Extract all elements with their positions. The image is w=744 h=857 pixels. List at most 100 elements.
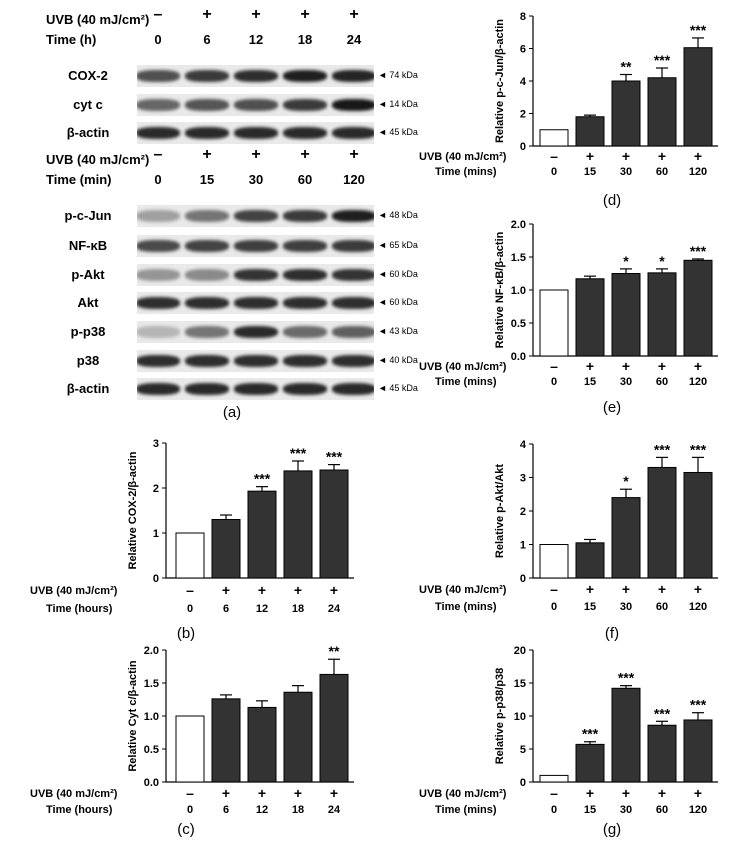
x-category-label: 120	[689, 166, 707, 178]
uvb-sign: +	[258, 582, 266, 598]
x-category-label: 0	[187, 603, 193, 615]
blot-protein-label: p38	[76, 353, 100, 368]
bar	[683, 719, 713, 783]
blot-strip	[137, 321, 374, 343]
blot-band	[234, 70, 278, 82]
x-category-label: 120	[689, 804, 707, 816]
blot-kda-label: ◄ 65 kDa	[378, 240, 418, 250]
significance-label: ***	[254, 471, 271, 487]
bar	[647, 272, 677, 357]
uvb-sign: +	[658, 358, 666, 374]
y-tick-label: 3	[520, 473, 526, 485]
bar	[539, 774, 569, 783]
blot-band	[283, 355, 327, 367]
time-value: 6	[203, 32, 211, 47]
blot-strip	[137, 350, 374, 372]
uvb-sign: +	[300, 146, 310, 163]
uvb-sign: +	[694, 148, 702, 164]
time-value: 24	[346, 32, 362, 47]
x-category-label: 120	[689, 376, 707, 388]
blot-band	[185, 383, 229, 395]
blot-strip	[137, 205, 374, 227]
bar	[611, 497, 641, 579]
time-value: 15	[199, 172, 215, 187]
blot-band	[283, 326, 327, 338]
blot-band	[185, 99, 229, 111]
significance-label: **	[621, 59, 632, 75]
blot-band	[185, 326, 229, 338]
y-axis-label: Relative Cyt c/β-actin	[127, 660, 139, 772]
bar	[647, 77, 677, 147]
x-category-label: 30	[620, 166, 632, 178]
y-tick-label: 1.5	[144, 678, 159, 690]
blot-band	[332, 70, 374, 82]
uvb-row-label: UVB (40 mJ/cm²)	[419, 788, 507, 800]
blot-kda-label: ◄ 40 kDa	[378, 355, 418, 365]
significance-label: ***	[618, 670, 635, 686]
uvb-sign: +	[222, 582, 230, 598]
y-tick-label: 2	[153, 483, 159, 495]
y-tick-label: 5	[520, 744, 526, 756]
blot-band	[234, 240, 278, 252]
bar	[611, 687, 641, 783]
y-tick-label: 1.5	[511, 252, 526, 264]
panel-caption: (c)	[177, 821, 195, 838]
y-tick-label: 0	[520, 141, 526, 153]
significance-label: ***	[582, 726, 599, 742]
blot-strip	[137, 235, 374, 257]
bar	[175, 715, 205, 783]
time-row-label: Time (mins)	[435, 804, 497, 816]
y-tick-label: 4	[520, 439, 527, 451]
x-category-label: 24	[328, 804, 341, 816]
bar	[611, 273, 641, 357]
bar	[283, 691, 313, 783]
x-category-label: 15	[584, 804, 596, 816]
x-category-label: 0	[551, 166, 557, 178]
bar	[647, 466, 677, 579]
panel-caption: (b)	[177, 625, 195, 642]
blot-band	[185, 269, 229, 281]
blot-protein-label: NF-κB	[68, 238, 108, 253]
blot-band	[185, 127, 229, 139]
x-category-label: 60	[656, 601, 668, 613]
blot-band	[332, 269, 374, 281]
x-category-label: 12	[256, 603, 268, 615]
time-value: 12	[248, 32, 264, 47]
blot-band	[234, 210, 278, 222]
bar	[575, 116, 605, 147]
panel-caption: (f)	[605, 625, 619, 642]
blot-band	[332, 127, 374, 139]
blot-protein-label: Akt	[77, 295, 99, 310]
uvb-sign: +	[586, 358, 594, 374]
y-axis-label: Relative p-c-Jun/β-actin	[494, 19, 506, 143]
blot-band	[234, 99, 278, 111]
blot-kda-label: ◄ 14 kDa	[378, 99, 418, 109]
significance-label: ***	[690, 243, 707, 259]
time-value: 60	[297, 172, 313, 187]
uvb-sign: –	[550, 581, 558, 597]
bar	[319, 469, 349, 579]
y-tick-label: 0	[520, 777, 526, 789]
uvb-sign: –	[550, 358, 558, 374]
blot-protein-label: p-Akt	[71, 267, 105, 282]
y-tick-label: 8	[520, 11, 526, 23]
uvb-sign: –	[186, 582, 194, 598]
blot-band	[234, 355, 278, 367]
x-category-label: 24	[328, 603, 341, 615]
blot-band	[332, 355, 374, 367]
blot-band	[283, 269, 327, 281]
blot-strip	[137, 264, 374, 286]
bar	[247, 706, 277, 783]
blot-strip	[137, 292, 374, 314]
panel-caption: (d)	[603, 192, 621, 209]
y-tick-label: 3	[153, 438, 159, 450]
y-tick-label: 2.0	[511, 219, 526, 231]
bar	[319, 673, 349, 783]
uvb-sign: +	[349, 6, 359, 23]
blot-protein-label: β-actin	[66, 125, 110, 140]
blot-kda-label: ◄ 60 kDa	[378, 297, 418, 307]
blot-band	[283, 210, 327, 222]
uvb-sign: +	[586, 581, 594, 597]
blot-band	[283, 240, 327, 252]
